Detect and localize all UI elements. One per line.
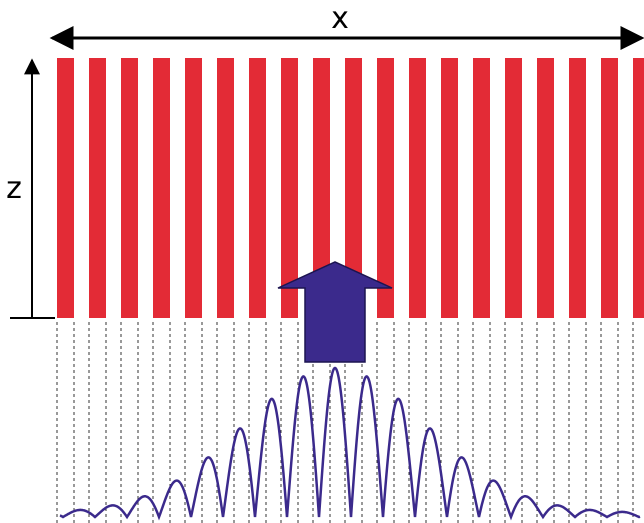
stripe bbox=[505, 58, 522, 318]
page: x z (() => { const data = JSON.parse(doc… bbox=[0, 0, 644, 523]
stripe bbox=[409, 58, 426, 318]
diagram: x z bbox=[0, 0, 644, 523]
stripe bbox=[377, 58, 394, 318]
stripe bbox=[217, 58, 234, 318]
z-label: z bbox=[6, 171, 22, 206]
stripe bbox=[473, 58, 490, 318]
stripe bbox=[441, 58, 458, 318]
stripe bbox=[601, 58, 618, 318]
x-label: x bbox=[331, 1, 349, 36]
stripe bbox=[537, 58, 554, 318]
stripe bbox=[185, 58, 202, 318]
diffraction-pattern bbox=[60, 368, 640, 517]
stripe bbox=[57, 58, 74, 318]
stripe bbox=[249, 58, 266, 318]
stripe bbox=[153, 58, 170, 318]
stripe bbox=[281, 58, 298, 318]
stripe bbox=[569, 58, 586, 318]
stripe bbox=[89, 58, 106, 318]
stripe bbox=[121, 58, 138, 318]
stripe bbox=[633, 58, 644, 318]
